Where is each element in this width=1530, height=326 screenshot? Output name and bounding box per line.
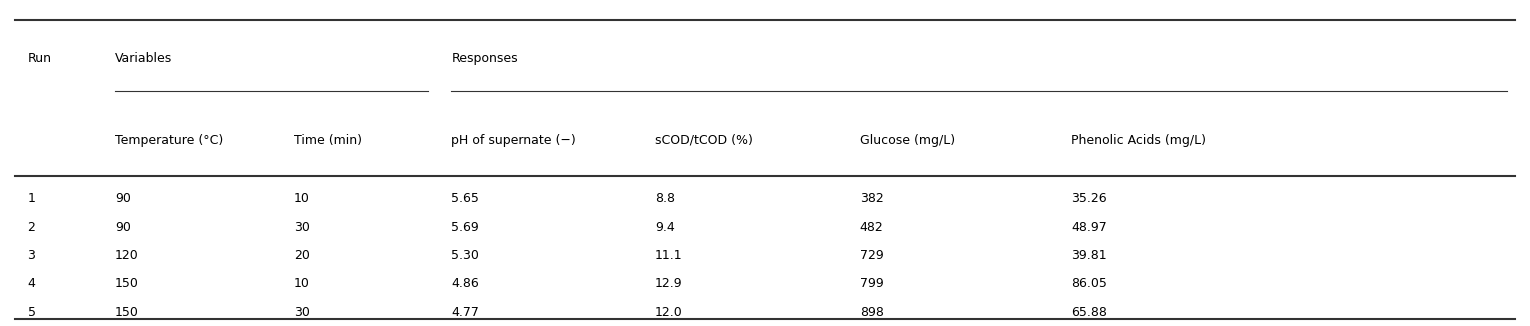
Text: 10: 10: [294, 192, 309, 205]
Text: 90: 90: [115, 221, 130, 234]
Text: 4: 4: [28, 277, 35, 290]
Text: pH of supernate (−): pH of supernate (−): [451, 134, 577, 147]
Text: 729: 729: [860, 249, 884, 262]
Text: 35.26: 35.26: [1071, 192, 1106, 205]
Text: 5.65: 5.65: [451, 192, 479, 205]
Text: 48.97: 48.97: [1071, 221, 1106, 234]
Text: 150: 150: [115, 306, 139, 319]
Text: 11.1: 11.1: [655, 249, 682, 262]
Text: 1: 1: [28, 192, 35, 205]
Text: 382: 382: [860, 192, 884, 205]
Text: 5.69: 5.69: [451, 221, 479, 234]
Text: 898: 898: [860, 306, 884, 319]
Text: 12.0: 12.0: [655, 306, 682, 319]
Text: 150: 150: [115, 277, 139, 290]
Text: 5: 5: [28, 306, 35, 319]
Text: Glucose (mg/L): Glucose (mg/L): [860, 134, 955, 147]
Text: 4.77: 4.77: [451, 306, 479, 319]
Text: 39.81: 39.81: [1071, 249, 1106, 262]
Text: 5.30: 5.30: [451, 249, 479, 262]
Text: 482: 482: [860, 221, 884, 234]
Text: Time (min): Time (min): [294, 134, 361, 147]
Text: Variables: Variables: [115, 52, 171, 65]
Text: Run: Run: [28, 52, 52, 65]
Text: 30: 30: [294, 221, 309, 234]
Text: 20: 20: [294, 249, 309, 262]
Text: Phenolic Acids (mg/L): Phenolic Acids (mg/L): [1071, 134, 1206, 147]
Text: 10: 10: [294, 277, 309, 290]
Text: Temperature (°C): Temperature (°C): [115, 134, 223, 147]
Text: 4.86: 4.86: [451, 277, 479, 290]
Text: 12.9: 12.9: [655, 277, 682, 290]
Text: 90: 90: [115, 192, 130, 205]
Text: 8.8: 8.8: [655, 192, 675, 205]
Text: 9.4: 9.4: [655, 221, 675, 234]
Text: 86.05: 86.05: [1071, 277, 1106, 290]
Text: 799: 799: [860, 277, 884, 290]
Text: 65.88: 65.88: [1071, 306, 1106, 319]
Text: 30: 30: [294, 306, 309, 319]
Text: 120: 120: [115, 249, 139, 262]
Text: 2: 2: [28, 221, 35, 234]
Text: Responses: Responses: [451, 52, 519, 65]
Text: 3: 3: [28, 249, 35, 262]
Text: sCOD/tCOD (%): sCOD/tCOD (%): [655, 134, 753, 147]
